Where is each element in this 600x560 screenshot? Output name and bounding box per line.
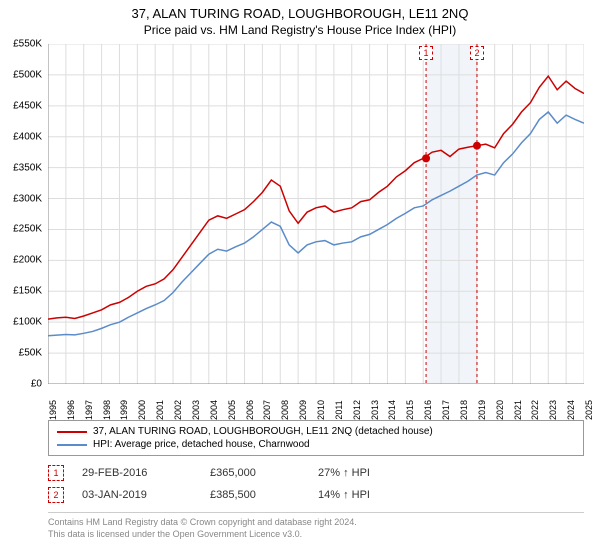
footer: Contains HM Land Registry data © Crown c… [48, 512, 584, 540]
sale-marker: 1 [48, 465, 64, 481]
x-tick-label: 2022 [530, 400, 540, 420]
x-tick-label: 2006 [245, 400, 255, 420]
x-tick-label: 1998 [102, 400, 112, 420]
legend-swatch [57, 431, 87, 433]
y-tick-label: £150K [13, 286, 42, 297]
chart-container: 37, ALAN TURING ROAD, LOUGHBOROUGH, LE11… [0, 0, 600, 560]
x-tick-label: 2025 [584, 400, 594, 420]
x-tick-label: 2007 [262, 400, 272, 420]
legend-label: 37, ALAN TURING ROAD, LOUGHBOROUGH, LE11… [93, 426, 433, 437]
x-tick-label: 2001 [155, 400, 165, 420]
x-tick-label: 1997 [84, 400, 94, 420]
y-tick-label: £550K [13, 39, 42, 50]
x-tick-label: 2008 [280, 400, 290, 420]
x-tick-label: 2000 [137, 400, 147, 420]
x-tick-label: 2010 [316, 400, 326, 420]
legend: 37, ALAN TURING ROAD, LOUGHBOROUGH, LE11… [48, 420, 584, 456]
x-tick-label: 2015 [405, 400, 415, 420]
sale-delta: 14% ↑ HPI [318, 489, 418, 501]
footer-line1: Contains HM Land Registry data © Crown c… [48, 517, 584, 529]
sale-delta: 27% ↑ HPI [318, 467, 418, 479]
x-tick-label: 2021 [513, 400, 523, 420]
title-sub: Price paid vs. HM Land Registry's House … [0, 23, 600, 37]
x-tick-label: 2016 [423, 400, 433, 420]
x-tick-label: 1995 [48, 400, 58, 420]
sale-price: £365,000 [210, 467, 300, 479]
x-tick-label: 2005 [227, 400, 237, 420]
x-tick-label: 2002 [173, 400, 183, 420]
y-tick-label: £500K [13, 69, 42, 80]
y-tick-label: £250K [13, 224, 42, 235]
x-tick-label: 2013 [370, 400, 380, 420]
event-marker: 1 [419, 46, 433, 60]
y-tick-label: £50K [19, 348, 42, 359]
sale-marker: 2 [48, 487, 64, 503]
sale-date: 03-JAN-2019 [82, 489, 192, 501]
x-tick-label: 2019 [477, 400, 487, 420]
x-tick-label: 2024 [566, 400, 576, 420]
event-marker: 2 [470, 46, 484, 60]
y-tick-label: £350K [13, 162, 42, 173]
x-tick-label: 2023 [548, 400, 558, 420]
y-tick-label: £450K [13, 100, 42, 111]
title-main: 37, ALAN TURING ROAD, LOUGHBOROUGH, LE11… [0, 6, 600, 21]
x-tick-label: 2009 [298, 400, 308, 420]
sale-date: 29-FEB-2016 [82, 467, 192, 479]
chart-area: 12 [48, 44, 584, 384]
sale-price: £385,500 [210, 489, 300, 501]
x-axis-labels: 1995 1996 1997 1998 1999 2000 2001 2002 2003 2004… [48, 388, 584, 418]
legend-item: 37, ALAN TURING ROAD, LOUGHBOROUGH, LE11… [57, 425, 575, 438]
x-tick-label: 2020 [495, 400, 505, 420]
legend-label: HPI: Average price, detached house, Char… [93, 439, 310, 450]
y-tick-label: £300K [13, 193, 42, 204]
x-tick-label: 1996 [66, 400, 76, 420]
x-tick-label: 2003 [191, 400, 201, 420]
y-tick-label: £100K [13, 317, 42, 328]
sale-row: 1 29-FEB-2016 £365,000 27% ↑ HPI [48, 462, 584, 484]
y-axis-labels: £0£50K£100K£150K£200K£250K£300K£350K£400… [0, 44, 46, 384]
legend-swatch [57, 444, 87, 446]
sales-table: 1 29-FEB-2016 £365,000 27% ↑ HPI 2 03-JAN-201… [48, 462, 584, 506]
footer-line2: This data is licensed under the Open Gov… [48, 529, 584, 541]
y-tick-label: £200K [13, 255, 42, 266]
x-tick-label: 2014 [387, 400, 397, 420]
sale-row: 2 03-JAN-2019 £385,500 14% ↑ HPI [48, 484, 584, 506]
x-tick-label: 2012 [352, 400, 362, 420]
x-tick-label: 2017 [441, 400, 451, 420]
x-tick-label: 2004 [209, 400, 219, 420]
legend-item: HPI: Average price, detached house, Char… [57, 438, 575, 451]
y-tick-label: £400K [13, 131, 42, 142]
x-tick-label: 2018 [459, 400, 469, 420]
x-tick-label: 2011 [334, 400, 344, 419]
y-tick-label: £0 [31, 379, 42, 390]
plot-svg [48, 44, 584, 384]
title-block: 37, ALAN TURING ROAD, LOUGHBOROUGH, LE11… [0, 0, 600, 37]
x-tick-label: 1999 [119, 400, 129, 420]
